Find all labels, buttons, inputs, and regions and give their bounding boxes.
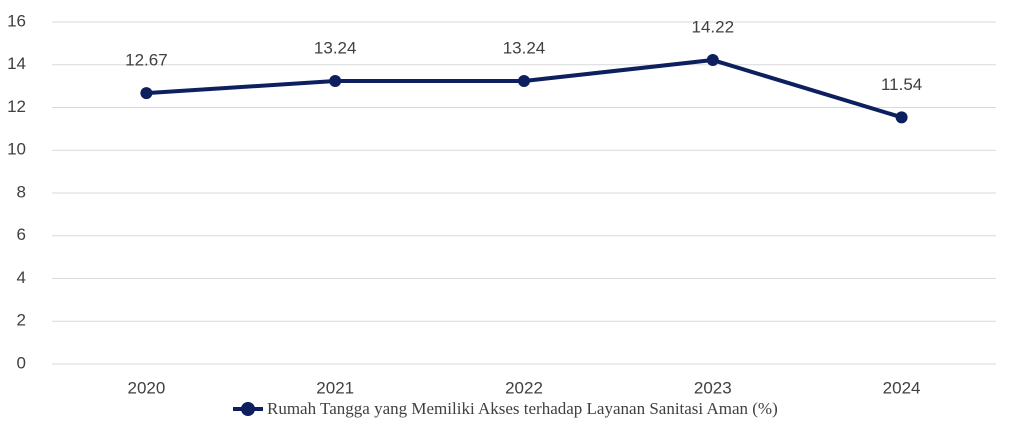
point <box>518 74 530 87</box>
point <box>140 87 153 100</box>
y-tick-label: 0 <box>17 353 26 372</box>
data-label: 14.22 <box>692 18 735 37</box>
y-tick-label: 16 <box>7 11 26 30</box>
y-tick-label: 6 <box>17 225 26 244</box>
point <box>895 111 908 124</box>
x-tick-label: 2020 <box>127 378 165 397</box>
point <box>329 74 342 87</box>
data-label: 13.24 <box>503 38 546 57</box>
x-tick-label: 2022 <box>505 378 543 397</box>
data-label: 11.54 <box>881 75 922 94</box>
line <box>146 58 903 120</box>
y-tick-label: 12 <box>7 97 26 116</box>
data-label: 13.24 <box>314 38 357 57</box>
y-tick-label: 2 <box>17 311 26 330</box>
legend-marker <box>241 402 255 416</box>
legend-label: Rumah Tangga yang Memiliki Akses terhada… <box>267 399 778 418</box>
y-tick-label: 10 <box>7 140 26 159</box>
x-tick-label: 2024 <box>883 378 921 397</box>
y-tick-label: 8 <box>17 182 26 201</box>
y-tick-label: 14 <box>7 54 26 73</box>
x-tick-label: 2023 <box>694 378 732 397</box>
y-tick-label: 4 <box>17 268 26 287</box>
x-tick-label: 2021 <box>316 378 354 397</box>
data-label: 12.67 <box>125 51 168 70</box>
point <box>706 54 719 67</box>
